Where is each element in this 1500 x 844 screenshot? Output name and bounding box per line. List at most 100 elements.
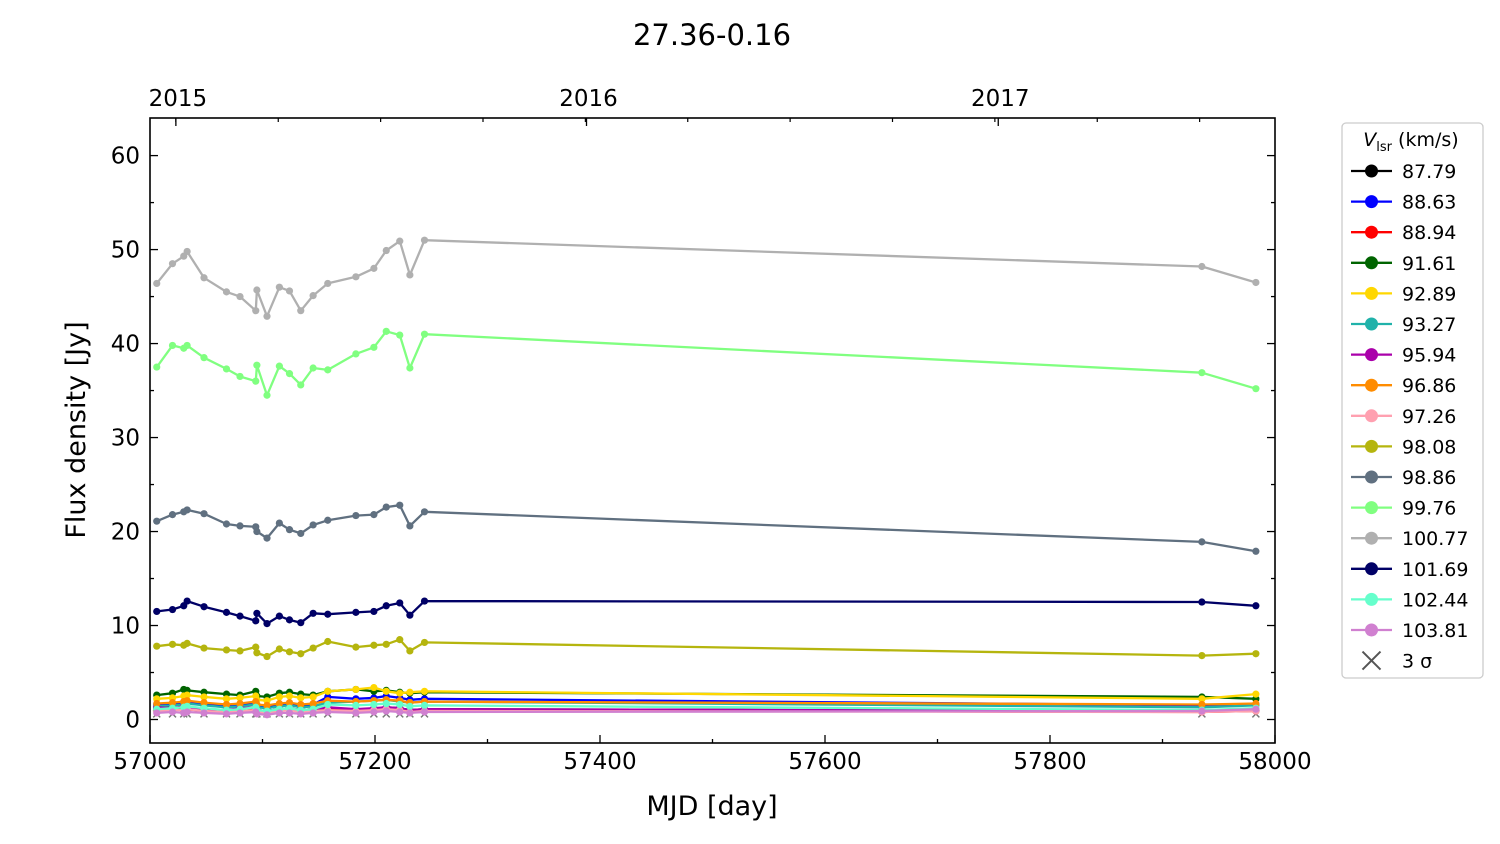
series-101.69 — [153, 597, 1260, 628]
data-point — [236, 372, 244, 381]
top-tick-label: 2016 — [559, 86, 618, 112]
legend-item-102.44: 102.44 — [1351, 589, 1468, 611]
data-point — [352, 350, 360, 358]
data-point — [285, 698, 294, 707]
legend-label: 98.86 — [1402, 467, 1456, 489]
data-point — [253, 361, 261, 369]
data-point — [370, 264, 378, 272]
data-point — [420, 701, 429, 710]
legend-entries: 87.79 88.63 88.94 91.61 92.89 93.27 95.94 96.86… — [1351, 161, 1468, 673]
data-point — [406, 688, 414, 696]
legend: Vlsr (km/s) 87.79 88.63 88.94 91.61 92.89 93.… — [1341, 122, 1484, 679]
legend-item-101.69: 101.69 — [1351, 559, 1468, 581]
legend-marker — [1365, 562, 1378, 576]
data-point — [275, 519, 283, 527]
data-point — [263, 391, 271, 399]
data-point — [382, 699, 390, 708]
data-point — [309, 709, 317, 717]
data-point — [396, 636, 404, 644]
legend-marker — [1365, 592, 1378, 606]
legend-sigma-label: 3 σ — [1402, 651, 1432, 673]
legend-marker — [1365, 348, 1378, 362]
chart-title: 27.36-0.16 — [633, 18, 791, 52]
data-point — [183, 597, 191, 605]
data-point — [324, 637, 332, 646]
data-point — [285, 648, 294, 656]
data-point — [200, 709, 208, 717]
data-point — [275, 699, 283, 708]
data-point — [153, 607, 161, 616]
data-point — [1198, 598, 1206, 606]
legend-marker — [1365, 256, 1378, 270]
data-point — [200, 354, 208, 362]
y-axis-label: Flux density [Jy] — [61, 321, 92, 538]
data-point — [263, 620, 271, 628]
legend-item-88.94: 88.94 — [1351, 222, 1456, 244]
data-point — [309, 292, 317, 300]
data-point — [222, 608, 231, 616]
x-tick-label: 57000 — [113, 749, 186, 775]
data-point — [297, 619, 305, 627]
y-tick-label: 40 — [111, 332, 140, 358]
data-point — [406, 611, 414, 619]
series-line — [156, 504, 1257, 553]
data-point — [297, 650, 305, 658]
data-point — [309, 609, 317, 617]
series-98.86 — [153, 501, 1260, 555]
y-tick-label: 10 — [111, 614, 140, 640]
top-year-axis: 2015 2016 2017 — [149, 86, 1201, 126]
legend-label: 87.79 — [1402, 161, 1456, 183]
x-tick-label: 58000 — [1238, 749, 1311, 775]
data-point — [297, 700, 305, 709]
data-point — [352, 511, 360, 520]
data-point — [352, 643, 360, 651]
legend-item-98.86: 98.86 — [1351, 467, 1456, 489]
data-point — [1198, 369, 1206, 377]
legend-item-sigma3: 3 σ — [1361, 651, 1432, 673]
data-point — [153, 279, 161, 288]
data-point — [236, 522, 244, 530]
legend-item-92.89: 92.89 — [1351, 283, 1456, 305]
legend-label: 97.26 — [1402, 406, 1456, 428]
data-point — [236, 292, 244, 301]
data-point — [396, 501, 404, 509]
data-point — [275, 645, 283, 653]
data-point — [253, 527, 261, 536]
legend-marker — [1365, 409, 1378, 423]
data-point — [263, 312, 271, 320]
data-point — [420, 638, 429, 647]
data-point — [1252, 650, 1260, 658]
data-point — [263, 701, 271, 710]
data-point — [396, 700, 404, 709]
data-point — [1198, 707, 1206, 715]
x-axis: 57000 57200 57400 57600 57800 58000 — [113, 735, 1312, 775]
data-point — [222, 365, 231, 373]
data-point — [297, 381, 305, 389]
data-point — [275, 693, 283, 701]
data-point — [406, 709, 414, 717]
legend-label: 88.94 — [1402, 222, 1456, 244]
data-point — [406, 522, 414, 530]
y-tick-label: 60 — [111, 144, 140, 170]
data-point — [352, 709, 360, 717]
data-point — [168, 605, 177, 614]
data-point — [370, 607, 378, 616]
top-tick-label: 2017 — [971, 86, 1030, 112]
data-point — [285, 692, 294, 700]
data-point — [236, 709, 244, 717]
legend-label: 98.08 — [1402, 436, 1456, 458]
data-point — [370, 511, 378, 519]
x-axis-label: MJD [day] — [646, 791, 777, 822]
data-point — [396, 331, 404, 339]
data-point — [370, 708, 378, 716]
legend-title: Vlsr (km/s) — [1363, 129, 1458, 155]
data-point — [275, 709, 283, 717]
legend-label: 88.63 — [1402, 192, 1456, 214]
legend-label: 96.86 — [1402, 375, 1456, 397]
legend-label: 95.94 — [1402, 345, 1456, 367]
data-point — [275, 362, 283, 370]
y-tick-label: 30 — [111, 426, 140, 452]
data-point — [183, 708, 191, 716]
data-point — [236, 699, 244, 708]
